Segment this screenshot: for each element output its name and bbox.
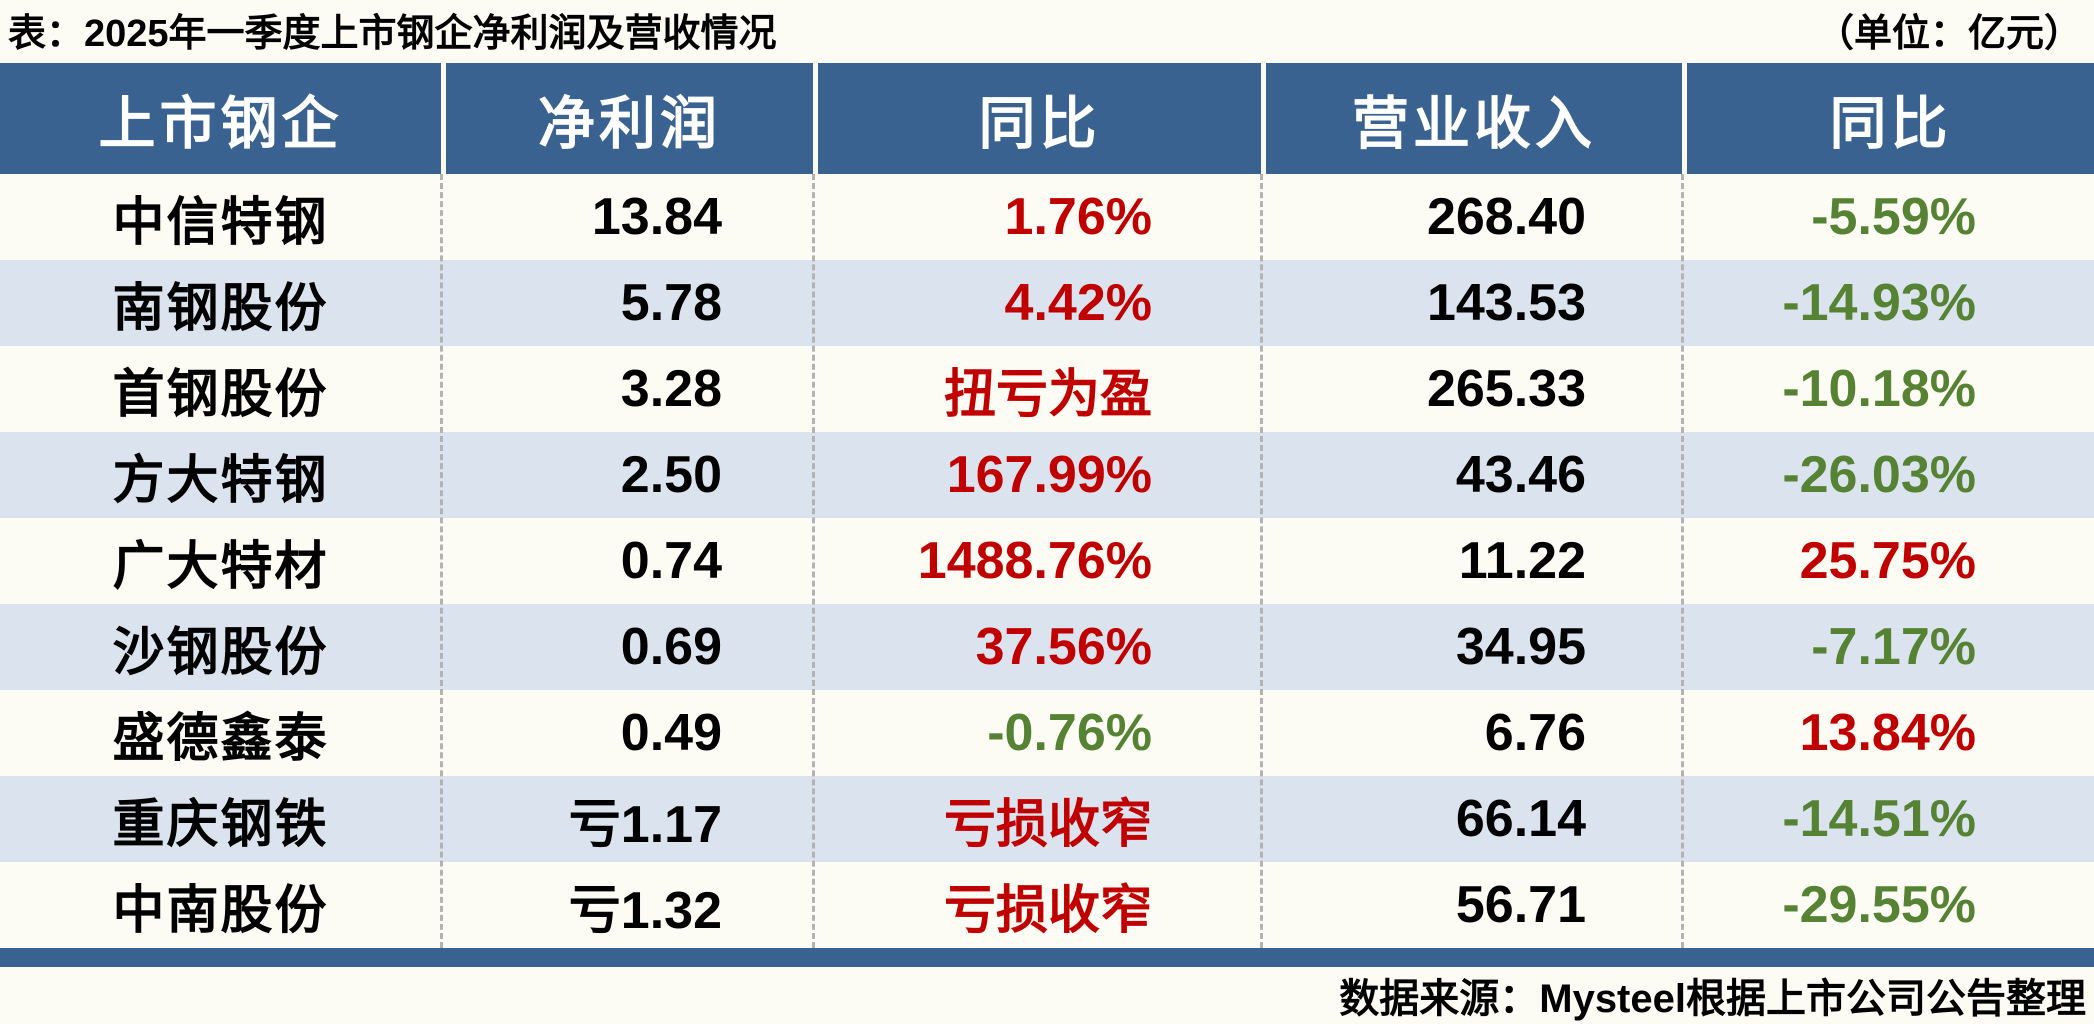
net-profit-yoy-cell: -0.76% xyxy=(987,704,1152,762)
company-cell: 南钢股份 xyxy=(112,279,329,338)
net-profit-cell: 0.74 xyxy=(620,532,722,590)
revenue-cell: 268.40 xyxy=(1426,188,1586,246)
footer: 数据来源：Mysteel根据上市公司公告整理 xyxy=(0,967,2094,1022)
net-profit-cell: 13.84 xyxy=(591,188,722,246)
net-profit-yoy-cell: 167.99% xyxy=(946,446,1152,504)
company-cell: 沙钢股份 xyxy=(112,623,329,682)
net-profit-cell: 0.49 xyxy=(620,704,722,762)
company-cell: 首钢股份 xyxy=(112,365,329,424)
revenue-cell: 66.14 xyxy=(1455,790,1586,848)
revenue-cell: 34.95 xyxy=(1455,618,1586,676)
header-company: 上市钢企 xyxy=(98,91,343,156)
net-profit-yoy-cell: 亏损收窄 xyxy=(943,795,1152,854)
revenue-yoy-cell: -7.17% xyxy=(1811,618,1976,676)
data-source-label: 数据来源：Mysteel根据上市公司公告整理 xyxy=(1339,976,2086,1021)
page-title: 表：2025年一季度上市钢企净利润及营收情况 xyxy=(8,13,777,55)
revenue-cell: 11.22 xyxy=(1458,532,1586,590)
revenue-cell: 143.53 xyxy=(1426,274,1586,332)
header-revenue-yoy: 同比 xyxy=(1682,63,2094,174)
table-row: 中信特钢 13.84 1.76% 268.40 -5.59% xyxy=(0,174,2094,260)
net-profit-cell: 2.50 xyxy=(620,446,722,504)
table-row: 中南股份 亏1.32 亏损收窄 56.71 -29.55% xyxy=(0,862,2094,948)
table-row: 盛德鑫泰 0.49 -0.76% 6.76 13.84% xyxy=(0,690,2094,776)
header-net-profit: 净利润 xyxy=(441,63,813,174)
revenue-yoy-cell: -5.59% xyxy=(1811,188,1976,246)
revenue-yoy-cell: 13.84% xyxy=(1799,704,1976,762)
company-cell: 盛德鑫泰 xyxy=(112,709,329,768)
unit-label: （单位：亿元） xyxy=(1815,13,2082,55)
table-row: 南钢股份 5.78 4.42% 143.53 -14.93% xyxy=(0,260,2094,346)
net-profit-cell: 亏1.17 xyxy=(568,795,722,854)
title-bar: 表：2025年一季度上市钢企净利润及营收情况 （单位：亿元） xyxy=(0,0,2094,63)
net-profit-cell: 亏1.32 xyxy=(568,881,722,940)
net-profit-yoy-cell: 扭亏为盈 xyxy=(943,365,1152,424)
table-row: 首钢股份 3.28 扭亏为盈 265.33 -10.18% xyxy=(0,346,2094,432)
net-profit-yoy-cell: 1488.76% xyxy=(917,532,1152,590)
company-cell: 广大特材 xyxy=(112,537,329,596)
net-profit-yoy-cell: 1.76% xyxy=(1004,188,1152,246)
table-row: 方大特钢 2.50 167.99% 43.46 -26.03% xyxy=(0,432,2094,518)
revenue-cell: 6.76 xyxy=(1484,704,1586,762)
header-revenue: 营业收入 xyxy=(1261,63,1682,174)
net-profit-cell: 3.28 xyxy=(620,360,722,418)
revenue-yoy-cell: -14.51% xyxy=(1782,790,1976,848)
table-row: 重庆钢铁 亏1.17 亏损收窄 66.14 -14.51% xyxy=(0,776,2094,862)
table-header-row: 上市钢企 净利润 同比 营业收入 同比 xyxy=(0,63,2094,174)
bottom-divider-bar xyxy=(0,948,2094,967)
revenue-yoy-cell: -10.18% xyxy=(1782,360,1976,418)
company-cell: 中南股份 xyxy=(112,881,329,940)
table-body: 中信特钢 13.84 1.76% 268.40 -5.59% 南钢股份 5.78… xyxy=(0,174,2094,948)
revenue-yoy-cell: 25.75% xyxy=(1799,532,1976,590)
table-row: 沙钢股份 0.69 37.56% 34.95 -7.17% xyxy=(0,604,2094,690)
company-cell: 方大特钢 xyxy=(112,451,329,510)
revenue-yoy-cell: -14.93% xyxy=(1782,274,1976,332)
revenue-cell: 43.46 xyxy=(1455,446,1586,504)
header-net-profit-yoy: 同比 xyxy=(813,63,1261,174)
revenue-yoy-cell: -29.55% xyxy=(1782,876,1976,934)
net-profit-cell: 0.69 xyxy=(620,618,722,676)
company-cell: 中信特钢 xyxy=(112,193,329,252)
net-profit-yoy-cell: 4.42% xyxy=(1004,274,1152,332)
revenue-cell: 56.71 xyxy=(1455,876,1586,934)
net-profit-yoy-cell: 亏损收窄 xyxy=(943,881,1152,940)
table-row: 广大特材 0.74 1488.76% 11.22 25.75% xyxy=(0,518,2094,604)
net-profit-yoy-cell: 37.56% xyxy=(975,618,1152,676)
revenue-yoy-cell: -26.03% xyxy=(1782,446,1976,504)
revenue-cell: 265.33 xyxy=(1426,360,1586,418)
company-cell: 重庆钢铁 xyxy=(112,795,329,854)
net-profit-cell: 5.78 xyxy=(620,274,722,332)
